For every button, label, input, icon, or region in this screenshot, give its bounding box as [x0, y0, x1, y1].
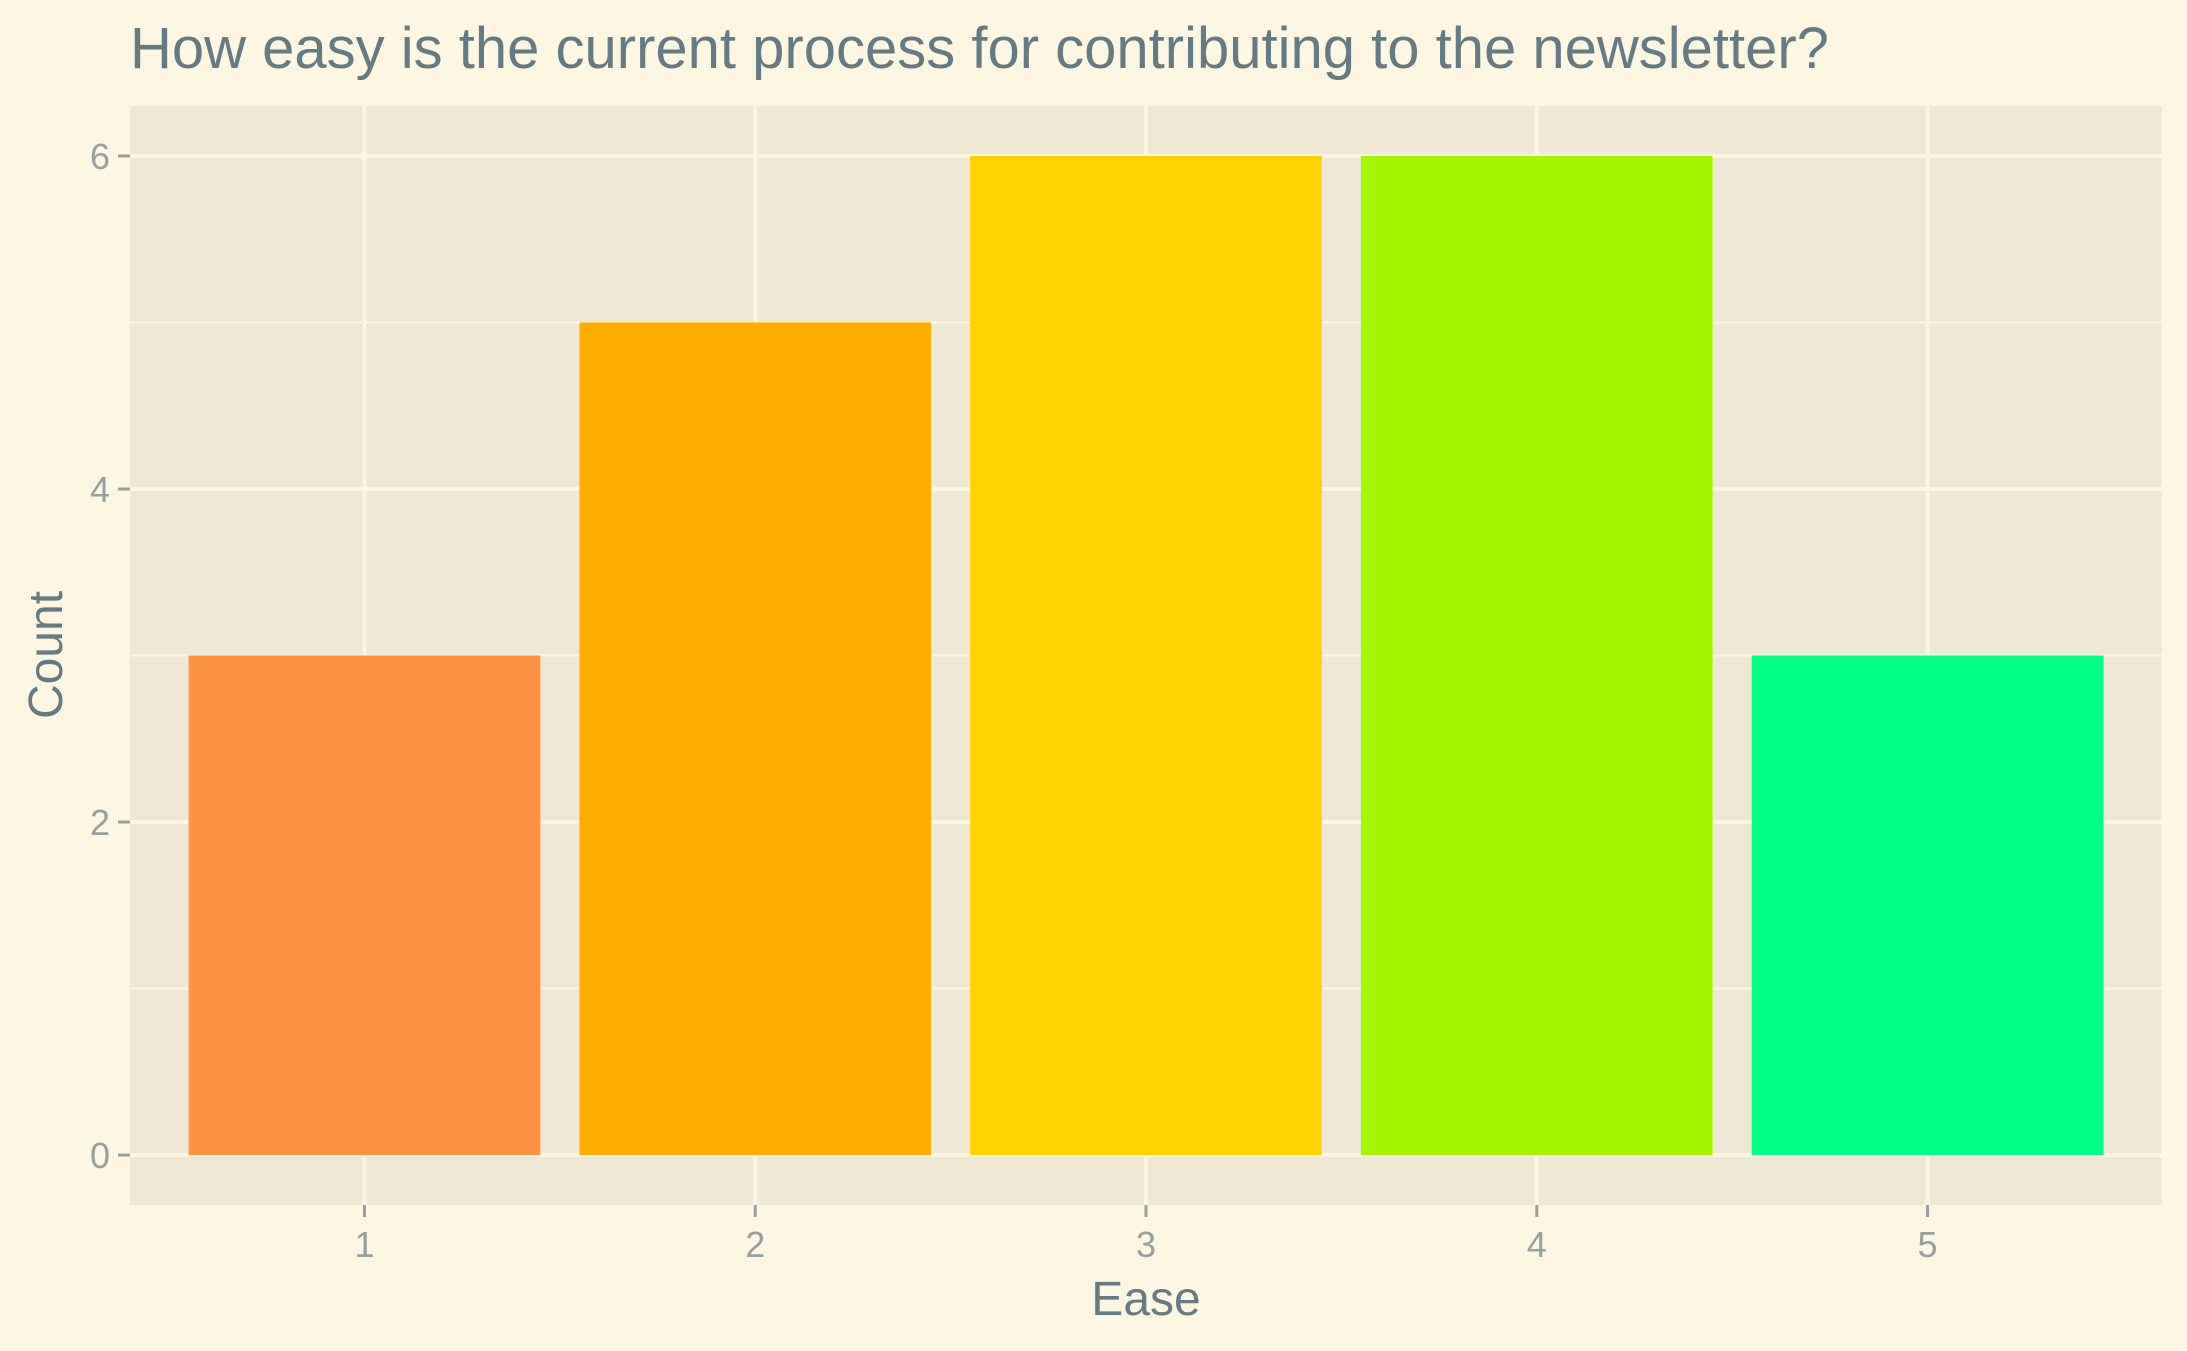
- bars: [188, 155, 2104, 1156]
- y-axis-ticks: 0 2 4 6: [90, 136, 130, 1176]
- bar-5: [1751, 655, 2104, 1156]
- bar-2: [579, 322, 932, 1156]
- x-tick-label: 2: [745, 1224, 765, 1265]
- x-tick-label: 1: [354, 1224, 374, 1265]
- x-tick-label: 3: [1136, 1224, 1156, 1265]
- x-axis-title: Ease: [1091, 1273, 1200, 1326]
- y-tick-label: 6: [90, 136, 110, 177]
- y-axis-title: Count: [20, 591, 73, 719]
- chart-title: How easy is the current process for cont…: [130, 16, 1829, 81]
- y-tick-label: 0: [90, 1135, 110, 1176]
- y-tick-label: 2: [90, 802, 110, 843]
- bar-3: [970, 155, 1322, 1156]
- bar-4: [1360, 155, 1713, 1156]
- y-tick-label: 4: [90, 469, 110, 510]
- x-tick-label: 4: [1527, 1224, 1547, 1265]
- x-tick-label: 5: [1918, 1224, 1938, 1265]
- bar-1: [188, 655, 541, 1156]
- x-axis-ticks: 1 2 3 4 5: [354, 1205, 1938, 1265]
